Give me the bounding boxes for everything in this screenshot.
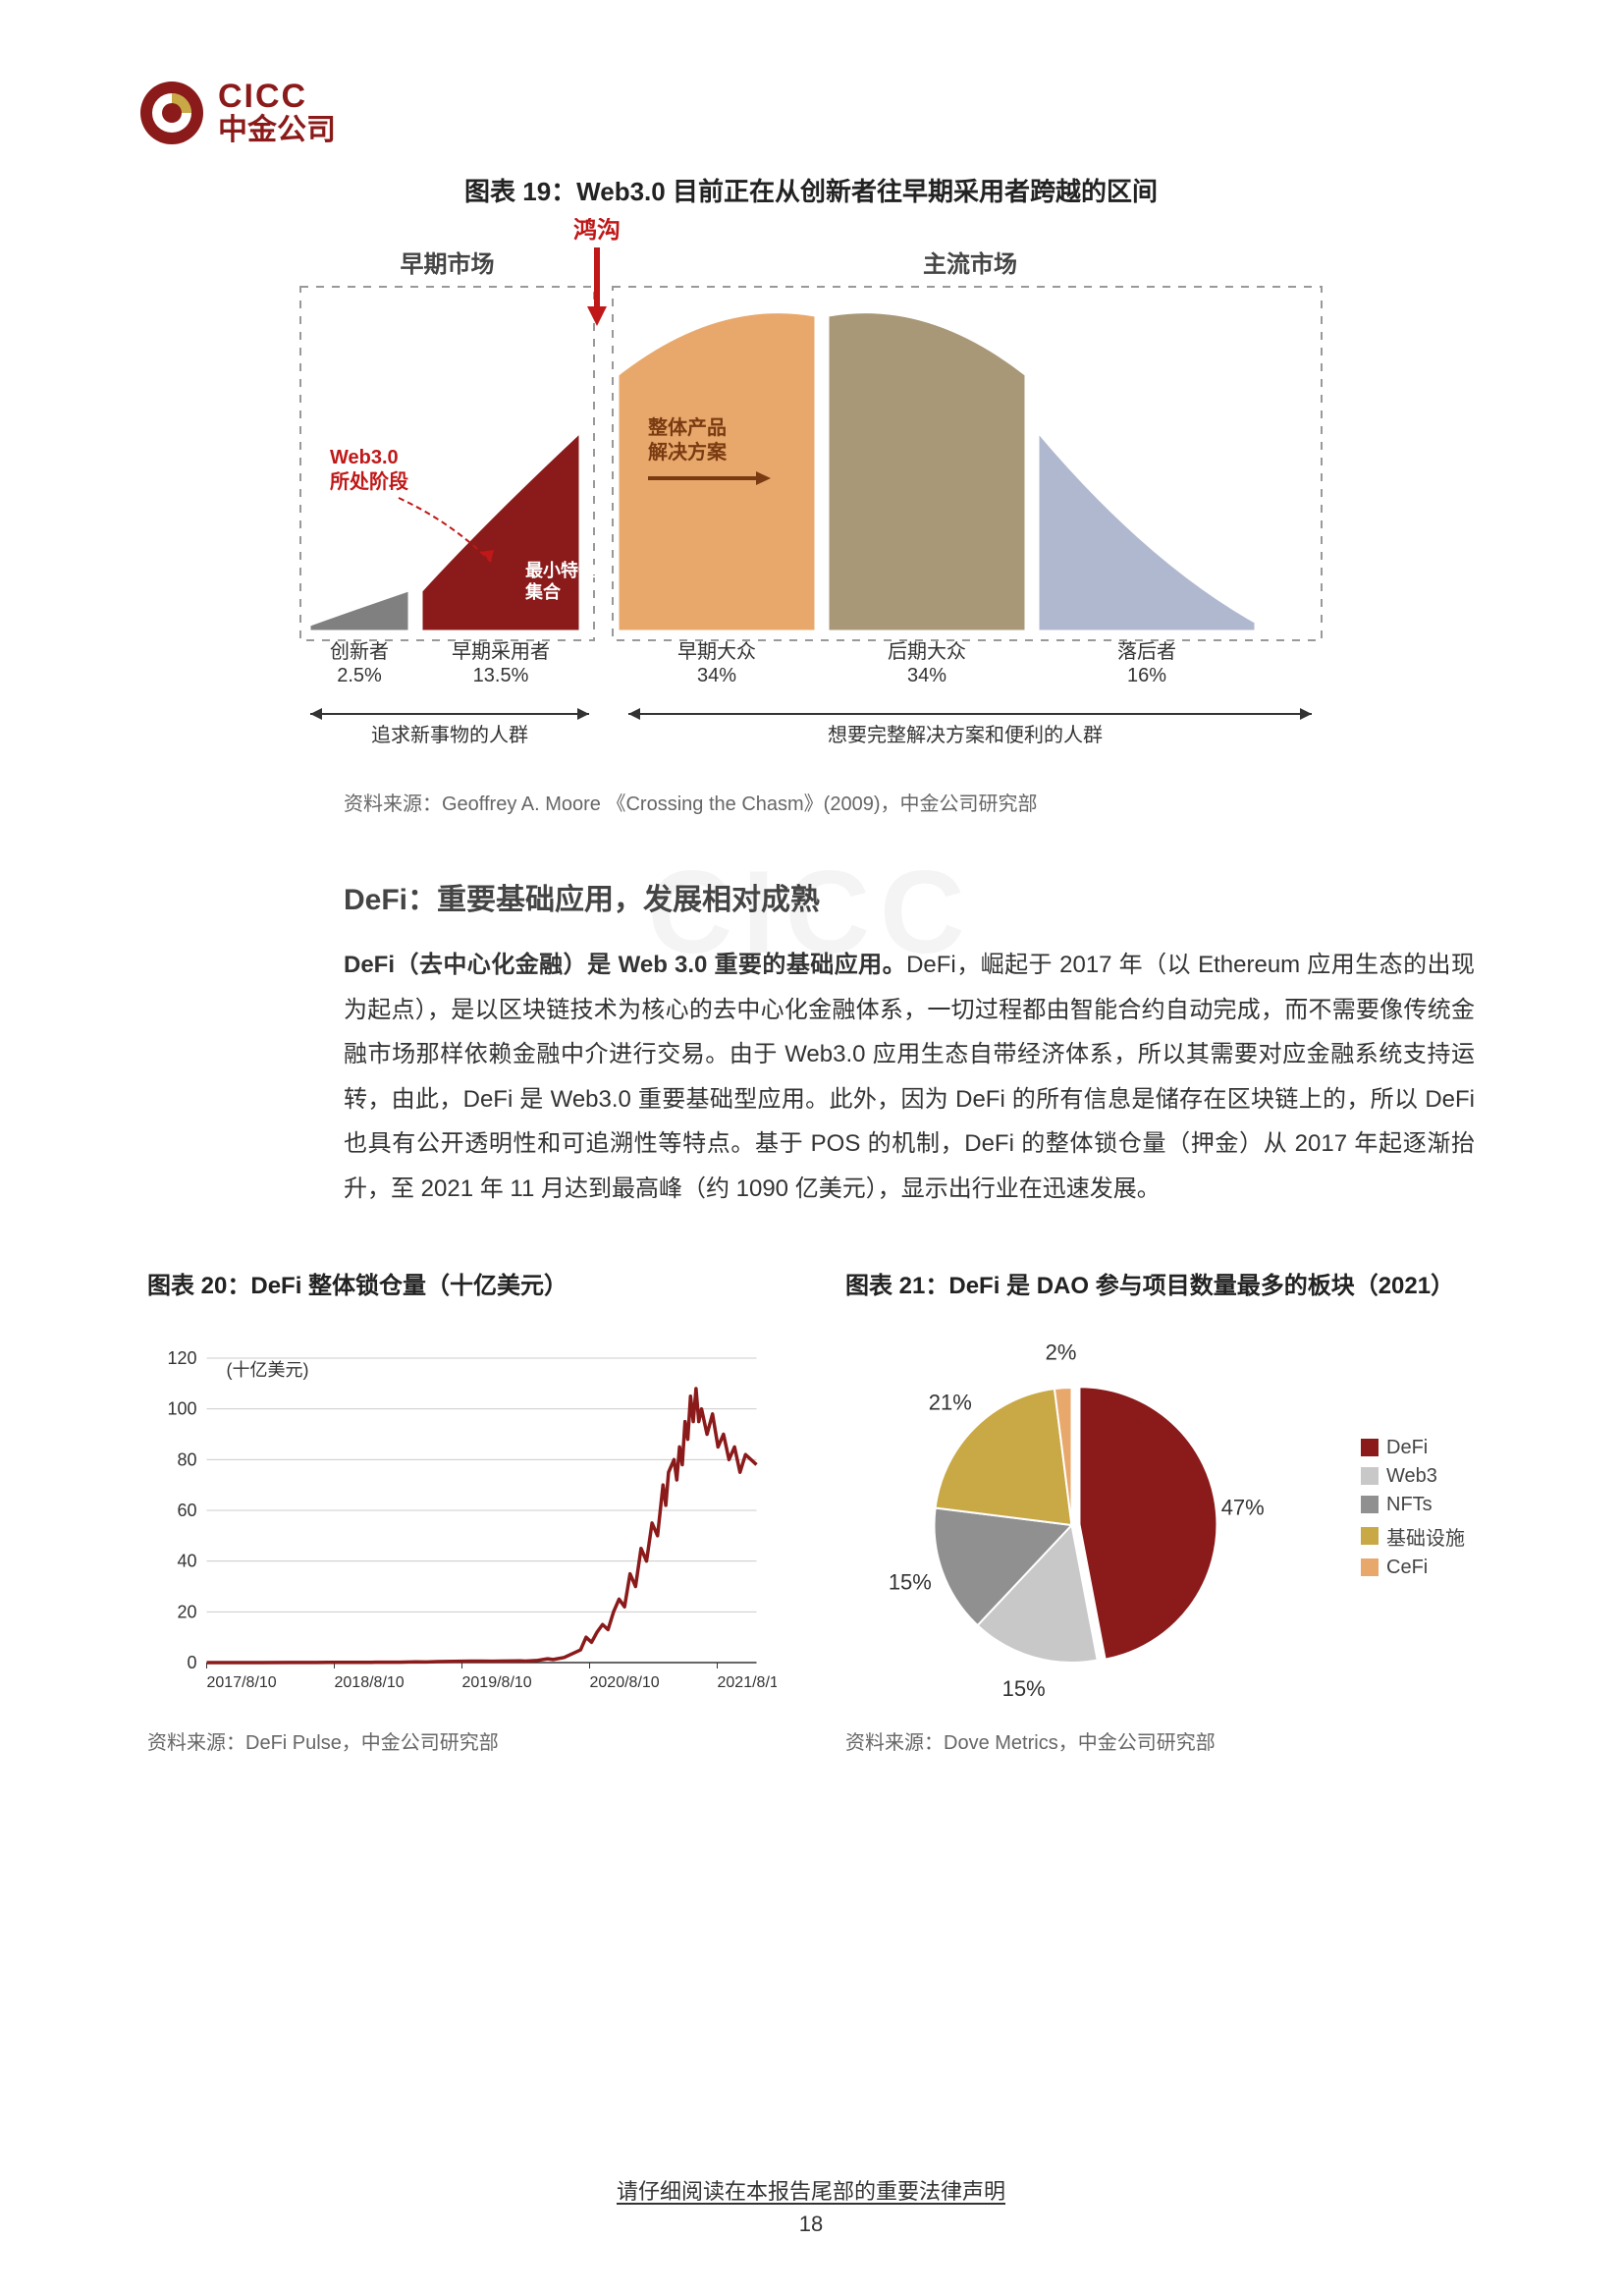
svg-text:0: 0 [187,1653,196,1672]
legend-swatch [1361,1439,1379,1456]
legend-item: CeFi [1361,1557,1465,1579]
svg-text:早期采用者: 早期采用者 [452,640,550,663]
svg-text:15%: 15% [1002,1676,1046,1701]
svg-text:40: 40 [177,1551,196,1570]
svg-text:13.5%: 13.5% [473,665,529,686]
svg-text:早期市场: 早期市场 [401,250,495,278]
svg-text:鸿沟: 鸿沟 [573,218,621,244]
svg-text:60: 60 [177,1501,196,1520]
fig20-chart: 0 20 40 60 80 100 120 (十亿美元) 2017/8/10 2018/8/10 2… [147,1339,777,1712]
legend-swatch [1361,1467,1379,1485]
fig19-source: 资料来源：Geoffrey A. Moore 《Crossing the Cha… [344,788,1485,816]
svg-text:2021/8/10: 2021/8/10 [718,1674,778,1691]
fig21-source: 资料来源：Dove Metrics，中金公司研究部 [845,1726,1475,1755]
svg-text:主流市场: 主流市场 [923,250,1017,278]
paragraph-lead: DeFi（去中心化金融）是 Web 3.0 重要的基础应用。 [344,952,906,978]
svg-text:2020/8/10: 2020/8/10 [590,1674,660,1691]
svg-text:早期大众: 早期大众 [677,640,756,663]
two-column-charts: 图表 20：DeFi 整体锁仓量（十亿美元） 0 20 40 60 80 100 120 (十… [137,1266,1485,1755]
svg-text:120: 120 [167,1348,196,1368]
svg-text:2017/8/10: 2017/8/10 [207,1674,277,1691]
legend-item: Web3 [1361,1465,1465,1488]
svg-text:34%: 34% [907,665,946,686]
legend-swatch [1361,1558,1379,1576]
fig20-title: 图表 20：DeFi 整体锁仓量（十亿美元） [147,1266,777,1329]
fig21-title: 图表 21：DeFi 是 DAO 参与项目数量最多的板块（2021） [845,1266,1475,1329]
svg-text:所处阶段: 所处阶段 [330,469,408,493]
fig20-column: 图表 20：DeFi 整体锁仓量（十亿美元） 0 20 40 60 80 100 120 (十… [147,1266,777,1755]
svg-text:47%: 47% [1221,1495,1265,1519]
footer: 请仔细阅读在本报告尾部的重要法律声明 18 [0,2174,1622,2237]
paragraph-rest: DeFi，崛起于 2017 年（以 Ethereum 应用生态的出现为起点），是… [344,952,1475,1202]
svg-text:落后者: 落后者 [1117,640,1176,663]
svg-text:想要完整解决方案和便利的人群: 想要完整解决方案和便利的人群 [828,724,1103,746]
legend-label: CeFi [1386,1557,1428,1579]
page-number: 18 [0,2212,1622,2237]
pie-legend: DeFi Web3 NFTs 基础设施 CeFi [1361,1437,1465,1585]
legend-label: NFTs [1386,1494,1433,1516]
legend-item: DeFi [1361,1437,1465,1459]
svg-text:2019/8/10: 2019/8/10 [462,1674,532,1691]
svg-text:2018/8/10: 2018/8/10 [335,1674,405,1691]
legend-swatch [1361,1496,1379,1513]
fig20-source: 资料来源：DeFi Pulse，中金公司研究部 [147,1726,777,1755]
svg-text:80: 80 [177,1449,196,1469]
legend-item: 基础设施 [1361,1522,1465,1551]
logo-text: CICC 中金公司 [218,80,336,145]
svg-text:34%: 34% [697,665,736,686]
body-paragraph: DeFi（去中心化金融）是 Web 3.0 重要的基础应用。DeFi，崛起于 2… [344,943,1475,1212]
logo-mark-icon [137,79,206,147]
legend-swatch [1361,1527,1379,1545]
logo-cicc: CICC [218,80,336,115]
logo-cn: 中金公司 [218,115,336,146]
svg-text:16%: 16% [1127,665,1166,686]
legend-item: NFTs [1361,1494,1465,1516]
fig19-title: 图表 19：Web3.0 目前正在从创新者往早期采用者跨越的区间 [137,172,1485,208]
legend-label: 基础设施 [1386,1522,1465,1551]
svg-text:Web3.0: Web3.0 [330,447,399,468]
svg-text:(十亿美元): (十亿美元) [227,1360,309,1380]
footer-disclaimer: 请仔细阅读在本报告尾部的重要法律声明 [0,2174,1622,2206]
svg-text:21%: 21% [929,1390,972,1414]
svg-text:创新者: 创新者 [330,640,389,663]
svg-text:2%: 2% [1046,1339,1077,1364]
chasm-diagram: 早期市场主流市场鸿沟创新者2.5%早期采用者13.5%早期大众34%后期大众34… [271,218,1351,768]
logo: CICC 中金公司 [137,79,1485,147]
fig21-chart: 47% 15% 15% 21% 2% DeFi Web3 NFTs 基础设施 CeFi [845,1339,1475,1712]
legend-label: DeFi [1386,1437,1428,1459]
svg-text:解决方案: 解决方案 [648,440,728,464]
section-heading: DeFi：重要基础应用，发展相对成熟 [344,875,1485,918]
svg-text:2.5%: 2.5% [337,665,382,686]
svg-text:整体产品: 整体产品 [647,415,727,439]
page: CICC 中金公司 CICC 图表 19：Web3.0 目前正在从创新者往早期采… [0,0,1622,2296]
legend-label: Web3 [1386,1465,1437,1488]
svg-text:15%: 15% [889,1569,932,1594]
fig21-column: 图表 21：DeFi 是 DAO 参与项目数量最多的板块（2021） 47% 15… [845,1266,1475,1755]
svg-text:追求新事物的人群: 追求新事物的人群 [371,724,528,746]
svg-text:20: 20 [177,1602,196,1621]
svg-text:后期大众: 后期大众 [888,640,966,663]
svg-text:100: 100 [167,1398,196,1418]
svg-text:集合: 集合 [524,581,562,602]
svg-text:最小特性: 最小特性 [525,560,596,580]
